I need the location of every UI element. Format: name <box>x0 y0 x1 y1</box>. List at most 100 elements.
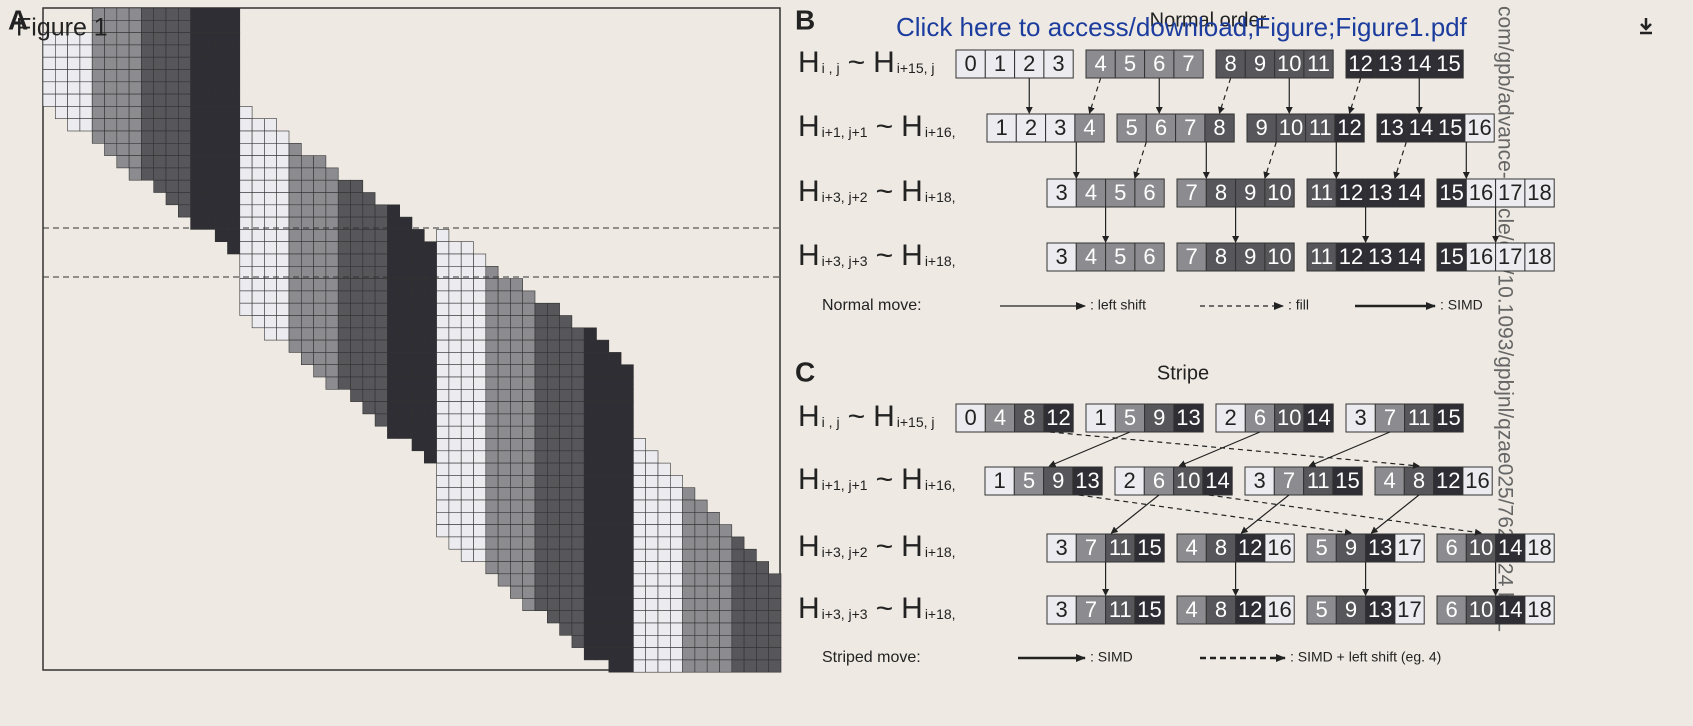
panel-label: C <box>795 356 815 387</box>
cell-number: 9 <box>1244 180 1256 205</box>
move-arrow <box>1078 494 1352 536</box>
matrix-cell <box>165 143 179 156</box>
matrix-cell <box>620 598 634 612</box>
matrix-cell <box>559 413 573 427</box>
matrix-cell <box>682 524 696 538</box>
matrix-cell <box>485 536 499 550</box>
subscript: i+15, j <box>897 60 935 76</box>
cell-number: 18 <box>1527 535 1551 560</box>
cell-number: 8 <box>1215 597 1227 622</box>
matrix-cell <box>251 179 265 193</box>
download-icon[interactable] <box>1640 18 1652 35</box>
cell <box>1043 403 1074 433</box>
matrix-cell <box>756 622 770 636</box>
matrix-cell <box>460 253 474 267</box>
matrix-cell <box>374 401 388 415</box>
matrix-cell <box>522 524 536 538</box>
matrix-cell <box>399 229 413 242</box>
matrix-cell <box>313 253 327 267</box>
matrix-cell <box>178 204 191 218</box>
matrix-cell <box>190 167 204 181</box>
matrix-cell <box>387 290 400 304</box>
matrix-cell <box>374 327 388 341</box>
cell <box>1495 242 1526 272</box>
cell <box>1046 178 1077 208</box>
matrix-cell <box>460 425 474 439</box>
matrix-cell <box>448 327 462 341</box>
matrix-cell <box>534 376 548 390</box>
matrix-cell <box>387 425 400 439</box>
matrix-cell <box>473 487 487 501</box>
matrix-cell <box>657 659 671 673</box>
h-symbol: H <box>873 400 895 433</box>
subscript: i+3, j+3 <box>822 253 868 269</box>
cell-number: 3 <box>1054 115 1066 140</box>
matrix-cell <box>227 143 241 156</box>
matrix-cell <box>534 573 548 587</box>
matrix-cell <box>423 241 437 255</box>
download-link[interactable]: Click here to access/download;Figure;Fig… <box>896 12 1468 42</box>
matrix-cell <box>719 634 733 648</box>
matrix-cell <box>559 524 573 538</box>
matrix-cell <box>423 450 437 464</box>
matrix-cell <box>473 536 487 550</box>
matrix-cell <box>583 499 597 513</box>
matrix-cell <box>362 192 376 206</box>
cell <box>1524 178 1555 208</box>
matrix-cell <box>91 56 105 70</box>
cell-number: 17 <box>1397 535 1421 560</box>
matrix-cell <box>620 438 634 452</box>
matrix-cell <box>460 327 474 341</box>
matrix-cell <box>362 229 376 242</box>
matrix-cell <box>288 167 302 181</box>
matrix-cell <box>522 401 536 415</box>
matrix-cell <box>436 475 450 488</box>
matrix-cell <box>460 401 474 415</box>
matrix-cell <box>608 536 622 550</box>
matrix-cell <box>497 339 511 353</box>
matrix-cell <box>522 462 536 476</box>
matrix-cell <box>485 290 499 304</box>
matrix-cell <box>276 143 290 156</box>
matrix-cell <box>510 475 523 488</box>
matrix-cell <box>473 327 487 341</box>
matrix-cell <box>583 327 597 341</box>
matrix-cell <box>436 487 450 501</box>
matrix-cell <box>374 352 388 365</box>
cell <box>1105 242 1136 272</box>
matrix-cell <box>510 511 523 525</box>
h-symbol: H <box>798 530 820 563</box>
matrix-cell <box>350 364 364 378</box>
matrix-cell <box>165 93 179 107</box>
matrix-cell <box>54 44 68 58</box>
cell <box>984 466 1015 496</box>
cell <box>1134 178 1165 208</box>
matrix-cell <box>608 401 622 415</box>
matrix-cell <box>104 118 118 132</box>
matrix-cell <box>633 622 647 636</box>
watermark: com/gpb/advance-article/doi/10.1093/gpbj… <box>1493 6 1516 632</box>
matrix-cell <box>694 561 708 575</box>
matrix-cell <box>596 339 610 353</box>
matrix-cell <box>411 315 425 329</box>
matrix-cell <box>485 315 499 329</box>
move-arrow <box>1133 141 1147 179</box>
tilde: ~ <box>848 46 866 79</box>
matrix-cell <box>141 167 154 181</box>
matrix-cell <box>731 561 745 575</box>
matrix-cell <box>436 278 450 292</box>
cell-number: 14 <box>1306 405 1330 430</box>
matrix-cell <box>546 315 560 329</box>
matrix-cell <box>546 598 560 612</box>
matrix-cell <box>104 130 118 144</box>
matrix-cell <box>411 425 425 439</box>
h-symbol: H <box>798 463 820 496</box>
matrix-cell <box>534 561 548 575</box>
cell <box>1404 403 1435 433</box>
matrix-cell <box>264 155 277 169</box>
matrix-cell <box>534 499 548 513</box>
matrix-cell <box>214 7 228 21</box>
matrix-cell <box>141 81 154 95</box>
matrix-cell <box>510 425 523 439</box>
